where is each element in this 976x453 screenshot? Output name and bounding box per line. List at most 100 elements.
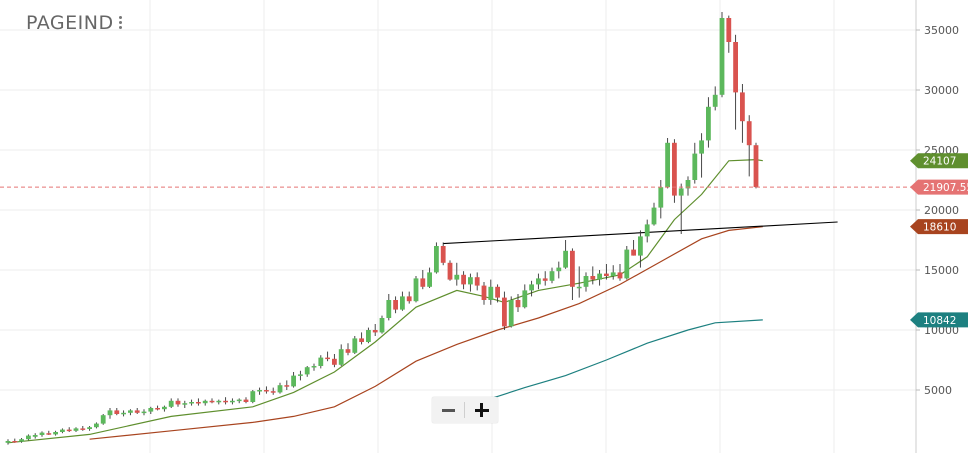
candle-body <box>549 271 555 281</box>
candle-body <box>638 236 643 256</box>
kebab-menu-icon[interactable] <box>117 16 123 32</box>
candle-body <box>73 428 79 431</box>
candle-body <box>692 153 698 180</box>
candle-body <box>406 296 412 302</box>
candle-body <box>352 338 358 353</box>
candle-body <box>556 267 562 272</box>
candle-body <box>678 188 684 196</box>
candle-body <box>672 142 677 196</box>
candle-body <box>264 390 269 392</box>
candle-body <box>291 375 296 387</box>
candle-body <box>209 400 215 403</box>
ema-short-line <box>7 158 763 444</box>
candle-body <box>359 338 364 342</box>
candle-body <box>658 187 664 208</box>
candle-body <box>665 142 670 188</box>
candle-body <box>46 433 52 435</box>
ema-short-badge <box>910 153 968 169</box>
ema-short-label: 24107 <box>923 156 956 168</box>
candle-body <box>386 300 392 318</box>
ema-long-label: 10842 <box>923 315 956 327</box>
current-price-label: 21907.55 <box>923 182 973 194</box>
candle-body <box>461 274 466 285</box>
candle-body <box>338 349 344 365</box>
candle-body <box>236 399 242 402</box>
candle-body <box>250 391 256 402</box>
candle-body <box>141 411 147 414</box>
candle-body <box>39 432 45 435</box>
candle-body <box>434 246 439 273</box>
candle-body <box>610 272 616 276</box>
candle-body <box>372 330 378 333</box>
candle-body <box>182 403 188 405</box>
candle-body <box>454 274 460 280</box>
candle-body <box>726 18 732 42</box>
candle-body <box>148 408 154 412</box>
candle-body <box>515 300 521 308</box>
candle-body <box>87 427 92 429</box>
candle-body <box>631 249 636 256</box>
zoom-divider <box>464 402 465 418</box>
candle-body <box>134 410 140 413</box>
candle-body <box>311 366 317 368</box>
ema-mid-badge <box>910 219 968 235</box>
candle-body <box>542 278 548 281</box>
candle-body <box>495 286 500 298</box>
zoom-in-button[interactable] <box>465 397 498 423</box>
ema-long-badge <box>910 312 968 328</box>
candle-body <box>590 276 596 280</box>
candle-body <box>332 358 337 365</box>
candle-body <box>746 121 752 146</box>
candle-body <box>366 330 371 342</box>
candle-body <box>529 284 534 291</box>
candle-body <box>427 272 432 287</box>
candle-body <box>325 357 330 360</box>
candle-body <box>447 262 453 280</box>
candle-body <box>270 391 276 393</box>
ema-long-line <box>483 319 763 402</box>
candle-body <box>26 435 31 440</box>
candle-body <box>508 300 514 327</box>
candle-body <box>576 286 582 289</box>
plus-icon <box>474 403 489 417</box>
candle-body <box>318 357 324 366</box>
minus-icon <box>442 408 455 412</box>
candle-body <box>94 423 99 428</box>
candle-body <box>719 18 725 95</box>
candle-body <box>298 374 303 376</box>
candle-body <box>706 106 711 141</box>
candle-body <box>502 297 507 327</box>
candle-body <box>257 390 262 392</box>
candle-body <box>100 415 106 424</box>
candle-body <box>563 250 568 268</box>
ema-mid-line <box>89 226 763 440</box>
candle-body <box>604 273 609 276</box>
candle-body <box>189 402 194 404</box>
candle-body <box>712 94 718 107</box>
candle-body <box>128 410 133 413</box>
candle-body <box>32 435 38 437</box>
candle-body <box>651 207 657 225</box>
candle-body <box>733 42 738 93</box>
zoom-controls <box>432 397 498 423</box>
candle-body <box>685 180 691 189</box>
candle-body <box>304 367 310 375</box>
candle-body <box>175 400 181 405</box>
candle-body <box>277 385 283 393</box>
y-tick-label: 20000 <box>924 204 959 217</box>
candle-body <box>53 432 58 435</box>
candle-body <box>114 410 120 414</box>
candle-body <box>80 428 86 430</box>
candle-body <box>413 278 419 302</box>
candle-body <box>617 272 623 279</box>
zoom-out-button[interactable] <box>432 397 465 423</box>
candle-body <box>168 400 174 407</box>
current-price-badge <box>910 179 968 195</box>
candle-body <box>66 429 72 432</box>
candle-body <box>223 400 228 403</box>
y-tick-label: 5000 <box>924 384 952 397</box>
y-tick-label: 30000 <box>924 84 959 97</box>
candle-body <box>19 439 24 442</box>
